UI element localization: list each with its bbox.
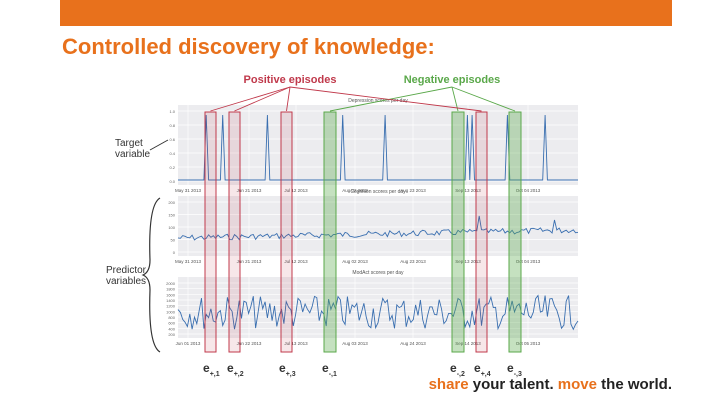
y-tick-label: 0.4 [169,151,175,156]
panel-heading: Depression scores per day [348,98,408,104]
predictor-label-line1: Predictor [106,265,147,276]
episode-pointer-arrow [286,86,291,112]
panel-heading: ModAct scores per day [352,270,404,276]
y-tick-label: 150 [168,213,175,218]
y-tick-label: 400 [168,326,175,331]
slide-title: Controlled discovery of knowledge: [62,34,435,59]
episode-band [280,111,293,353]
x-tick-label: Jun 22 2013 [237,341,262,346]
x-tick-label: Oct 05 2013 [516,341,541,346]
episode-label: e+,3 [279,361,296,378]
episode-pointer-arrow [234,86,291,112]
x-tick-label: Sep 13 2013 [455,188,481,193]
episode-label: e-,2 [450,361,465,378]
panel-background [178,105,578,185]
series-line [177,215,579,241]
tagline-the-world: the world. [601,376,672,393]
episode-label: e-,1 [322,361,337,378]
predictor-variables-label: Predictor variables [106,265,146,287]
panel-background [178,277,578,338]
header-accent-bar [60,0,672,26]
target-pointer [149,139,169,151]
panel-background [178,196,578,256]
x-tick-label: Sep 13 2013 [455,259,481,264]
x-tick-label: Aug 02 2013 [342,188,368,193]
predictor-brace [141,197,161,353]
x-tick-label: Oct 04 2013 [516,259,541,264]
episode-pointer-arrow [210,86,291,112]
target-label-line2: variable [115,149,151,160]
episode-band [475,111,488,353]
x-tick-label: Jun 01 2013 [176,341,201,346]
x-tick-label: Jul 12 2013 [284,188,308,193]
y-tick-label: 1400 [166,298,176,303]
panel-1: 1.0 0.8 0.6 0.4 0.2 0.0 Depression scores per … [169,98,578,193]
x-tick-label: Aug 23 2013 [400,188,426,193]
y-tick-label: 200 [168,332,175,337]
y-tick-label: 0.6 [169,137,175,142]
predictor-label-line2: variables [106,276,147,287]
y-tick-label: 0.8 [169,123,175,128]
tagline-your-talent: your talent. [472,376,554,393]
x-tick-label: Sep 14 2013 [455,341,481,346]
y-tick-label: 600 [168,321,175,326]
target-variable-label: Target variable [115,138,150,160]
y-tick-label: 0.2 [169,165,175,170]
y-tick-label: 100 [168,225,175,230]
y-tick-label: 1.0 [169,109,175,114]
episode-label: e+,1 [203,361,220,378]
episode-pointer-arrow [451,86,516,112]
episode-band [451,111,465,353]
y-tick-label: 2000 [166,281,176,286]
y-tick-label: 1600 [166,292,176,297]
y-tick-label: 0.0 [169,179,175,184]
episode-label: e+,2 [227,361,244,378]
series-line [178,114,578,181]
tagline-share: share [428,376,469,393]
episode-label: e+,4 [474,361,491,378]
y-tick-label: 1200 [166,304,176,309]
x-tick-label: Aug 02 2013 [342,259,368,264]
y-tick-label: 1000 [166,309,176,314]
negative-episodes-legend: Negative episodes [404,74,501,86]
x-tick-label: Aug 24 2013 [400,341,426,346]
episode-band [204,111,217,353]
x-tick-label: Jun 21 2013 [237,259,262,264]
x-tick-label: Aug 23 2013 [400,259,426,264]
episode-band [323,111,337,353]
episode-pointer-arrow [329,86,453,112]
x-tick-label: May 31 2013 [175,259,202,264]
episode-band [228,111,241,353]
series-line [177,294,579,331]
tagline-move: move [557,376,597,393]
panel-heading: Cognition scores per day [350,189,406,195]
positive-episodes-legend: Positive episodes [244,74,337,86]
episode-band [508,111,522,353]
y-tick-label: 800 [168,315,175,320]
x-tick-label: May 31 2013 [175,188,202,193]
episode-label: e-,3 [507,361,522,378]
episode-pointer-arrow [451,86,459,112]
panel-2: 200 150 100 50 0 Cognition scores per day May … [168,189,579,264]
footer-tagline: share your talent. move the world. [429,376,672,393]
x-tick-label: Oct 04 2013 [516,188,541,193]
target-label-line1: Target [115,138,143,149]
y-tick-label: 200 [168,200,175,205]
episode-pointer-arrow [289,86,482,112]
y-tick-label: 50 [171,238,176,243]
x-tick-label: Jul 13 2013 [284,341,308,346]
y-tick-label: 0 [173,250,176,255]
y-tick-label: 1800 [166,287,176,292]
x-tick-label: Jul 12 2013 [284,259,308,264]
x-tick-label: Aug 03 2013 [342,341,368,346]
x-tick-label: Jun 21 2013 [237,188,262,193]
